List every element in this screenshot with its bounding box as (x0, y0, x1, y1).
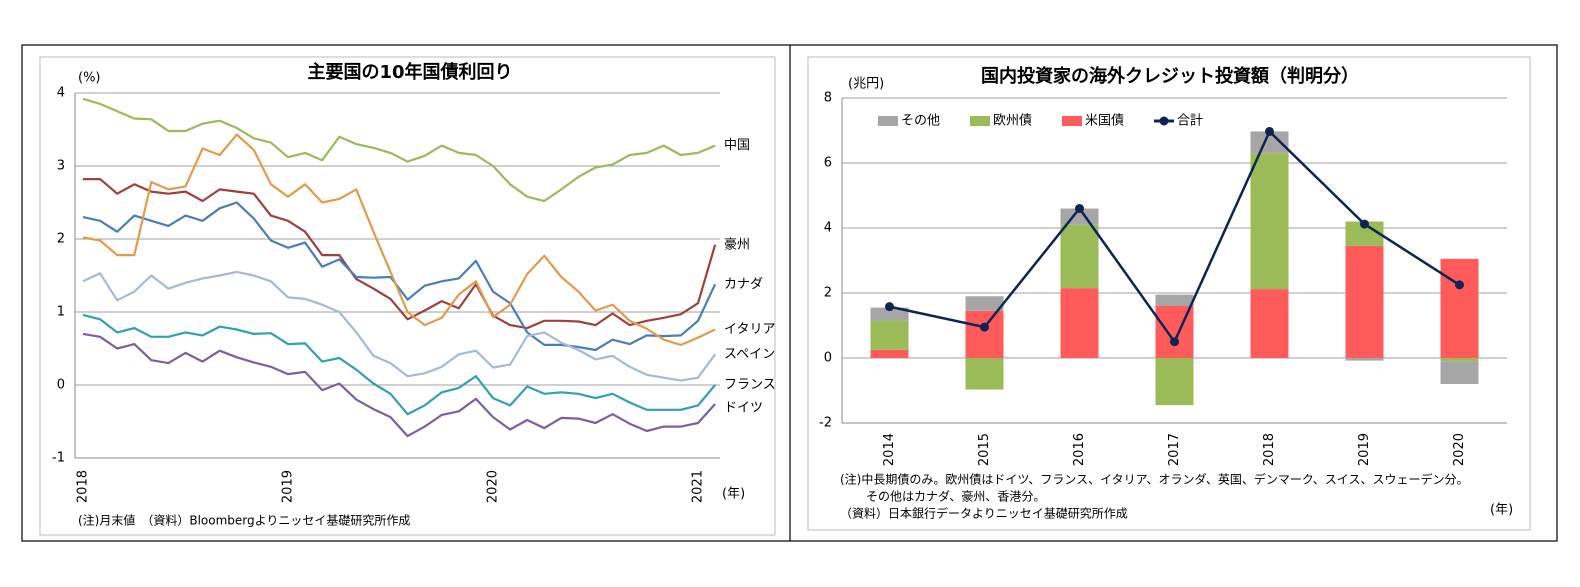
x-unit: (年) (722, 487, 745, 502)
bar (870, 307, 909, 321)
y-tick-label: -2 (819, 416, 832, 431)
bar (1345, 245, 1384, 358)
y-tick-label: 4 (824, 221, 832, 236)
note: (注)中長期債のみ。欧州債はドイツ、フランス、イタリア、オランダ、英国、デンマー… (840, 472, 1468, 487)
y-tick-label: 0 (824, 351, 832, 366)
x-tick-label: 2018 (1262, 433, 1277, 466)
x-tick-label: 2020 (1452, 433, 1467, 466)
bar (1345, 358, 1384, 361)
legend-swatch (1062, 116, 1082, 126)
total-marker (885, 302, 894, 312)
series-line (82, 332, 716, 438)
y-tick-label: -1 (52, 451, 65, 466)
x-unit: (年) (1490, 503, 1513, 518)
bar (1440, 361, 1479, 384)
total-marker (1075, 204, 1084, 213)
legend-swatch (878, 116, 898, 126)
bar (1440, 358, 1479, 362)
series-line (82, 270, 716, 382)
bar (1060, 288, 1099, 358)
y-tick-label: 2 (824, 286, 832, 301)
total-marker (1455, 280, 1464, 290)
bar (1440, 258, 1479, 358)
bar (965, 358, 1004, 390)
legend-label: その他 (901, 114, 940, 129)
total-marker (1265, 126, 1274, 136)
bar (1155, 358, 1194, 406)
series-label: イタリア (724, 322, 775, 337)
y-tick-label: 4 (57, 86, 65, 101)
series-label: カナダ (724, 277, 763, 292)
x-tick-label: 2018 (76, 470, 91, 503)
note: (注)月末値 （資料）Bloombergよりニッセイ基礎研究所作成 (78, 513, 410, 528)
y-tick-label: 6 (824, 156, 832, 171)
bar (1250, 153, 1289, 290)
series-line (82, 133, 716, 346)
chart-frame (39, 56, 776, 536)
y-tick-label: 1 (57, 305, 65, 320)
x-tick-label: 2020 (486, 470, 501, 503)
bar (965, 296, 1004, 311)
chart-title: 国内投資家の海外クレジット投資額（判明分） (981, 65, 1359, 87)
bar (1155, 294, 1194, 306)
x-tick-label: 2019 (281, 470, 296, 503)
series-line (83, 178, 717, 330)
y-unit: (兆円) (848, 77, 884, 92)
bar (870, 320, 909, 350)
x-tick-label: 2021 (691, 470, 706, 503)
chart-title: 主要国の10年国債利回り (307, 61, 512, 83)
bar (870, 349, 909, 358)
series-label: 豪州 (724, 237, 750, 252)
series-line (82, 97, 716, 203)
bar (1060, 224, 1099, 289)
legend-label: 欧州債 (993, 114, 1032, 129)
x-tick-label: 2015 (977, 433, 992, 466)
x-tick-label: 2019 (1357, 433, 1372, 466)
series-label: フランス (724, 378, 776, 393)
x-tick-label: 2014 (882, 433, 897, 466)
bar (965, 310, 1004, 358)
x-tick-label: 2017 (1167, 433, 1182, 466)
series-label: ドイツ (724, 400, 763, 415)
bar (1250, 131, 1289, 154)
x-tick-label: 2016 (1072, 433, 1087, 466)
y-tick-label: 2 (57, 232, 65, 247)
y-tick-label: 8 (824, 91, 832, 106)
y-unit: (%) (78, 71, 101, 86)
total-marker (1170, 337, 1179, 347)
chart-frame (807, 56, 1531, 531)
legend-swatch (970, 116, 990, 126)
series-line (82, 313, 716, 416)
legend-label: 米国債 (1085, 114, 1124, 129)
bar (1250, 289, 1289, 358)
note: その他はカナダ、豪州、香港分。 (866, 489, 1045, 504)
total-marker (1360, 219, 1369, 229)
total-marker (980, 322, 989, 332)
y-tick-label: 3 (57, 159, 65, 174)
y-tick-label: 0 (57, 378, 65, 393)
series-label: 中国 (724, 138, 750, 153)
series-label: スペイン (724, 347, 775, 362)
legend-swatch (1159, 116, 1169, 126)
legend-label: 合計 (1177, 113, 1203, 129)
note: （資料）日本銀行データよりニッセイ基礎研究所作成 (840, 506, 1128, 521)
series-line (82, 201, 717, 352)
